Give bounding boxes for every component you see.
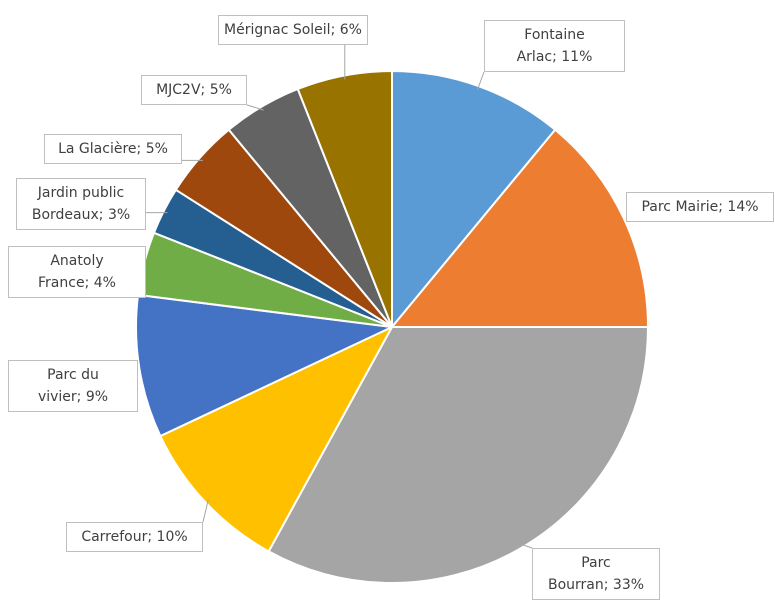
leader-line (246, 104, 264, 111)
pie-slice (267, 326, 650, 584)
label-value: 33% (612, 577, 645, 593)
label-separator: ; (98, 207, 108, 223)
data-label: La Glacière; 5% (44, 134, 182, 164)
label-category: Anatoly France (38, 253, 104, 291)
label-category: MJC2V (156, 82, 201, 98)
label-separator: ; (718, 199, 728, 215)
label-separator: ; (147, 529, 157, 545)
label-category: Parc Bourran (547, 555, 611, 593)
label-category: Fontaine Arlac (516, 27, 585, 65)
label-separator: ; (84, 275, 94, 291)
leader-line (520, 543, 533, 549)
label-separator: ; (136, 141, 146, 157)
label-value: 6% (339, 22, 362, 38)
data-label: Mérignac Soleil; 6% (218, 15, 368, 45)
label-value: 5% (145, 141, 168, 157)
data-label: Parc Bourran; 33% (532, 548, 660, 600)
label-separator: ; (200, 82, 210, 98)
data-label: MJC2V; 5% (141, 75, 247, 105)
label-value: 9% (85, 389, 109, 405)
label-separator: ; (76, 389, 86, 405)
label-category: Parc du vivier (37, 367, 99, 405)
label-value: 10% (156, 529, 188, 545)
data-label: Anatoly France; 4% (8, 246, 146, 298)
data-label: Fontaine Arlac; 11% (484, 20, 625, 72)
leader-lines (146, 45, 533, 549)
label-separator: ; (552, 49, 562, 65)
leader-line (202, 499, 209, 523)
label-separator: ; (330, 22, 340, 38)
label-value: 14% (727, 199, 759, 215)
data-label: Parc Mairie; 14% (626, 192, 774, 222)
data-label: Jardin public Bordeaux; 3% (16, 178, 146, 230)
label-value: 4% (93, 275, 116, 291)
data-label: Parc du vivier; 9% (8, 360, 138, 412)
data-label: Carrefour; 10% (66, 522, 203, 552)
label-value: 5% (209, 82, 232, 98)
label-category: La Glacière (58, 141, 137, 157)
label-value: 11% (561, 49, 593, 65)
pie-slice (389, 128, 650, 328)
label-category: Jardin public Bordeaux (31, 185, 125, 223)
pie-slice (135, 293, 396, 438)
pie-slice (296, 69, 393, 328)
label-category: Mérignac Soleil (224, 22, 331, 38)
label-separator: ; (603, 577, 613, 593)
label-category: Carrefour (81, 529, 148, 545)
pie-slice (159, 324, 395, 553)
label-value: 3% (107, 207, 131, 223)
label-category: Parc Mairie (641, 199, 719, 215)
leader-line (476, 71, 485, 91)
